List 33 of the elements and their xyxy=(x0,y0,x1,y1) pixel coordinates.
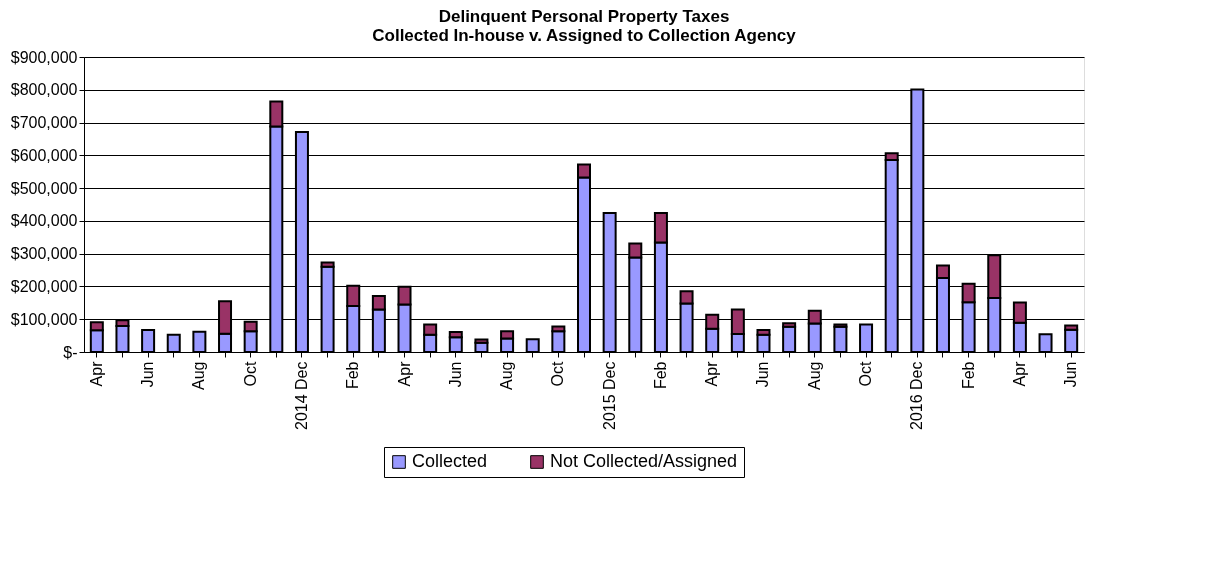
x-tick-label: Oct xyxy=(241,360,259,387)
y-tick-label: $- xyxy=(63,343,78,361)
y-tick-label: $700,000 xyxy=(10,114,78,132)
x-tick-label: Apr xyxy=(395,360,413,387)
x-tick-label: Jun xyxy=(139,361,157,388)
x-tick-label: Feb xyxy=(651,361,669,390)
legend-label: Collected xyxy=(412,451,488,471)
x-tick-label: Aug xyxy=(190,361,208,390)
x-tick-label: 2016 Dec xyxy=(908,361,926,430)
x-tick-label: 2014 Dec xyxy=(292,361,310,430)
y-tick-label: $100,000 xyxy=(10,310,78,328)
x-tick-label: Jun xyxy=(1062,361,1080,388)
x-tick-label: Apr xyxy=(703,360,721,387)
y-tick-label: $500,000 xyxy=(10,179,78,197)
y-tick-label: $800,000 xyxy=(10,81,78,99)
y-tick-label: $900,000 xyxy=(10,48,78,66)
x-tick-label: Apr xyxy=(1010,360,1028,387)
chart-title: Delinquent Personal Property Taxes Collected In-house v. Assigned to Collection Agency xyxy=(372,7,797,45)
y-tick-label: $400,000 xyxy=(10,212,78,230)
x-tick-label: Apr xyxy=(87,360,105,387)
y-tick-label: $300,000 xyxy=(10,245,78,263)
x-tick-label: Aug xyxy=(805,361,823,390)
x-tick-label: Oct xyxy=(857,360,875,387)
x-tick-label: Aug xyxy=(498,361,516,390)
x-tick-label: Feb xyxy=(959,361,977,390)
x-tick-label: Jun xyxy=(754,361,772,388)
x-tick-label: Jun xyxy=(446,361,464,388)
x-tick-label: Oct xyxy=(549,360,567,387)
legend-label: Not Collected/Assigned xyxy=(550,451,738,471)
x-tick-label: 2015 Dec xyxy=(600,361,618,430)
x-tick-label: Feb xyxy=(344,361,362,390)
y-tick-label: $200,000 xyxy=(10,277,78,295)
y-tick-label: $600,000 xyxy=(10,146,78,164)
